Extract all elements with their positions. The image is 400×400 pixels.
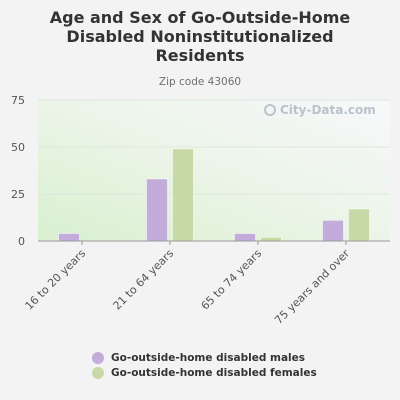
- watermark: City-Data.com: [264, 103, 376, 117]
- legend-swatch-females: [92, 366, 104, 379]
- watermark-text: City-Data.com: [280, 103, 376, 117]
- y-tick-label-50: 50: [11, 141, 25, 154]
- x-tick-label-2: 65 to 74 years: [198, 247, 264, 313]
- bar-males-2: [234, 233, 256, 242]
- bar-males-3: [322, 220, 344, 242]
- bars: [58, 148, 370, 242]
- legend-label-males: Go-outside-home disabled males: [111, 351, 306, 364]
- x-tick-label-0: 16 to 20 years: [22, 247, 88, 313]
- x-tick-label-1: 21 to 64 years: [110, 247, 176, 313]
- legend: Go-outside-home disabled males Go-outsid…: [92, 350, 317, 380]
- gridlines: [38, 99, 390, 195]
- search-icon: [264, 104, 276, 116]
- legend-item-males: Go-outside-home disabled males: [92, 350, 317, 365]
- y-tick-label-75: 75: [11, 94, 25, 107]
- bar-females-3: [348, 208, 370, 242]
- chart-subtitle: Zip code 43060: [158, 76, 242, 88]
- bar-males-1: [146, 178, 168, 242]
- y-tick-label-0: 0: [18, 235, 25, 248]
- legend-label-females: Go-outside-home disabled females: [111, 366, 317, 379]
- legend-swatch-males: [92, 351, 104, 364]
- x-tick-label-3: 75 years and over: [272, 247, 352, 327]
- y-tick-label-25: 25: [11, 188, 25, 201]
- chart-title: Age and Sex of Go-Outside-Home Disabled …: [49, 8, 351, 65]
- legend-item-females: Go-outside-home disabled females: [92, 365, 317, 380]
- plot-area: [38, 100, 390, 241]
- bar-females-1: [172, 148, 194, 242]
- bar-females-2: [260, 236, 282, 242]
- bar-males-0: [58, 233, 80, 242]
